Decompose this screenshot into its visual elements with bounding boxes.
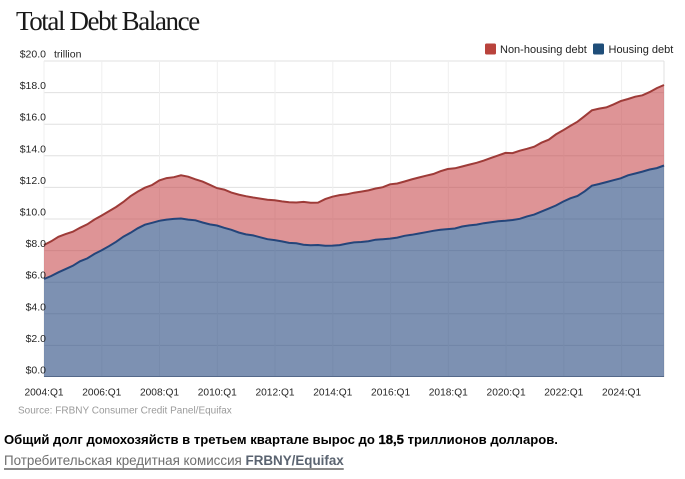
svg-text:2016:Q1: 2016:Q1: [371, 388, 410, 399]
svg-text:$20.0: $20.0: [20, 49, 46, 61]
svg-text:2018:Q1: 2018:Q1: [429, 388, 468, 399]
svg-text:2012:Q1: 2012:Q1: [255, 388, 294, 399]
svg-text:$18.0: $18.0: [20, 80, 46, 92]
svg-text:$10.0: $10.0: [20, 207, 46, 219]
svg-text:2020:Q1: 2020:Q1: [487, 388, 526, 399]
svg-text:$12.0: $12.0: [20, 175, 46, 187]
svg-text:$8.0: $8.0: [26, 238, 47, 250]
svg-text:Non-housing debt: Non-housing debt: [500, 44, 587, 56]
svg-text:$0.0: $0.0: [26, 365, 47, 377]
svg-text:2010:Q1: 2010:Q1: [198, 388, 237, 399]
svg-text:Source: FRBNY Consumer Credit: Source: FRBNY Consumer Credit Panel/Equi…: [18, 406, 232, 417]
svg-text:$2.0: $2.0: [26, 333, 47, 345]
svg-text:$4.0: $4.0: [26, 301, 47, 313]
svg-text:trillion: trillion: [54, 49, 82, 61]
svg-text:$16.0: $16.0: [20, 112, 46, 124]
svg-text:2014:Q1: 2014:Q1: [313, 388, 352, 399]
svg-text:2004:Q1: 2004:Q1: [24, 388, 63, 399]
svg-text:2008:Q1: 2008:Q1: [140, 388, 179, 399]
svg-text:$6.0: $6.0: [26, 270, 47, 282]
svg-text:2024:Q1: 2024:Q1: [602, 388, 641, 399]
svg-text:2006:Q1: 2006:Q1: [82, 388, 121, 399]
svg-text:2022:Q1: 2022:Q1: [544, 388, 583, 399]
svg-text:Housing debt: Housing debt: [609, 44, 674, 56]
svg-text:$14.0: $14.0: [20, 143, 46, 155]
